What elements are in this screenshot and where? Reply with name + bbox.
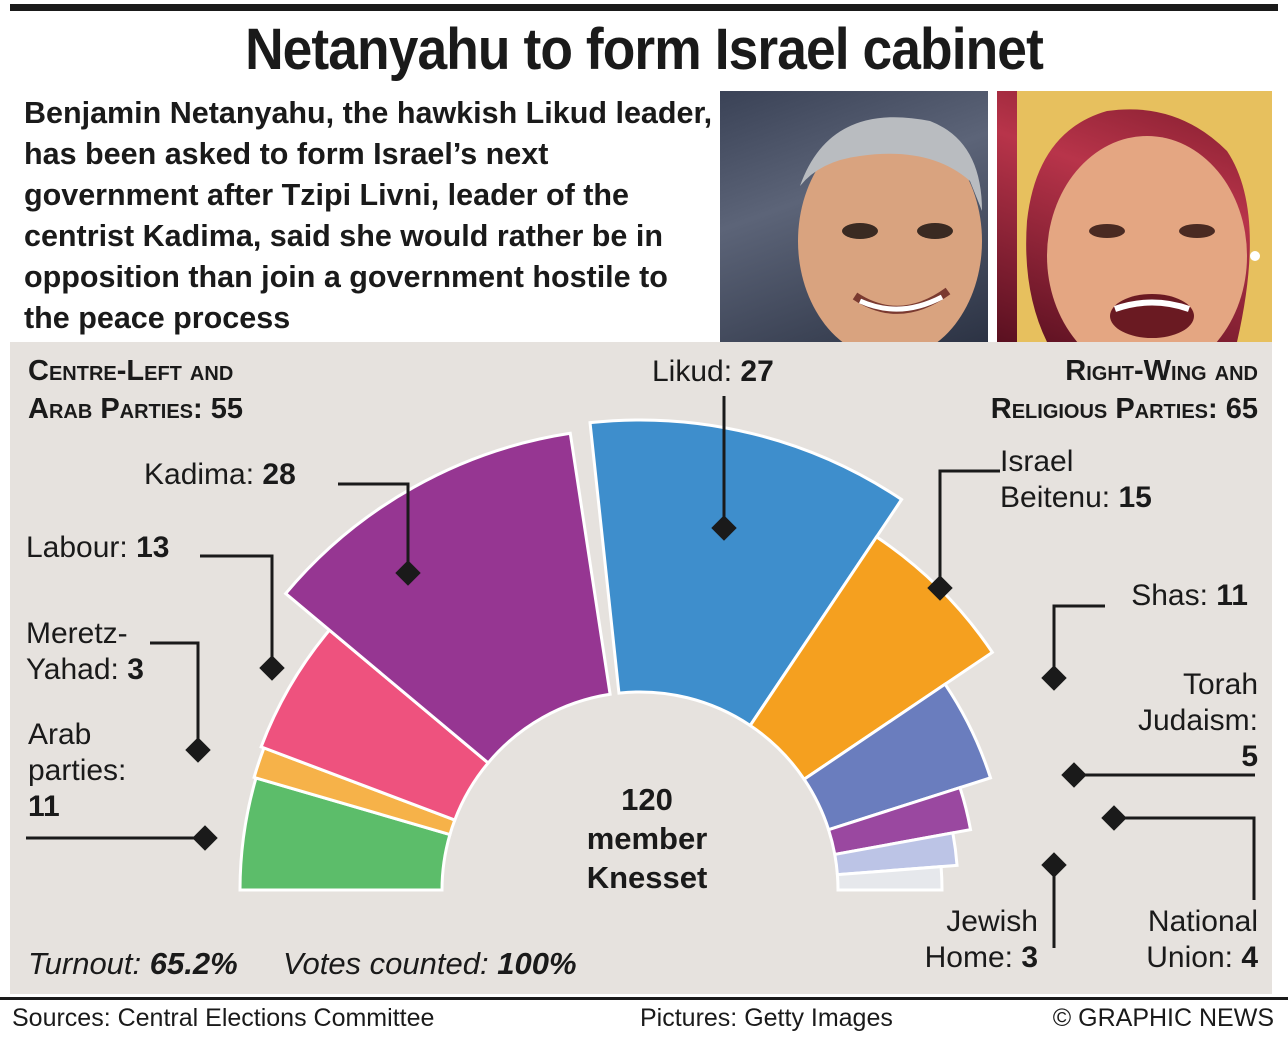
label-beitenu-line1: Israel [1000,445,1074,478]
label-labour-line1: Labour: [26,531,128,564]
votes-counted-label: Votes counted: [282,946,489,981]
seat-wedge-israel-beitenu [748,534,995,782]
diamond-marker-icon [192,825,218,851]
leader-line-shas [1052,604,1105,678]
label-meretz: Meretz- Yahad: 3 [26,616,144,688]
center-label-line1: 120 [621,782,673,817]
turnout-label: Turnout: [28,946,142,981]
seat-wedge-jewish-home [835,865,944,892]
left-bloc-label: Centre-Left and Arab Parties: 55 [28,352,243,428]
seat-wedge-shas [802,682,993,832]
right-bloc-label: Right-Wing and Religious Parties: 65 [991,352,1258,428]
label-beitenu-value: 15 [1118,481,1152,514]
label-arab-value: 11 [28,790,60,823]
diamond-marker-icon [927,575,953,601]
livni-portrait-icon [1017,91,1272,342]
center-label-line2: member [586,821,708,856]
diamond-marker-icon [1061,762,1087,788]
label-likud-line1: Likud: [652,355,733,388]
label-likud-value: 27 [740,355,774,388]
label-torah-line1: Torah [1182,668,1258,701]
right-bloc-line1: Right-Wing and [1065,355,1258,387]
label-likud: Likud: 27 [652,354,774,390]
diamond-marker-icon [1041,665,1067,691]
top-rule [10,4,1278,11]
label-meretz-value: 3 [127,653,144,686]
seat-wedge-kadima [283,431,612,766]
netanyahu-photo [720,91,988,342]
label-national-value: 4 [1241,941,1258,974]
diamond-marker-icon [259,655,285,681]
label-shas: Shas: 11 [1131,578,1248,614]
page-title: Netanyahu to form Israel cabinet [245,17,1044,82]
label-torah-line2: Judaism: [1137,704,1258,737]
netanyahu-portrait-icon [798,117,982,342]
label-shas-line1: Shas: [1131,579,1208,612]
label-arab-parties: Arab parties: 11 [28,717,126,825]
label-labour: Labour: 13 [26,530,169,566]
label-shas-value: 11 [1216,579,1248,612]
votes-counted-value: 100% [497,946,577,981]
label-kadima-value: 28 [262,458,296,491]
label-kadima-line1: Kadima: [144,458,255,491]
label-israel-beitenu: Israel Beitenu: 15 [1000,444,1152,516]
left-bloc-line1: Centre-Left and [28,355,234,387]
label-labour-value: 13 [136,531,170,564]
copyright-credit: © GRAPHIC NEWS [1052,1004,1274,1032]
diamond-marker-icon [1041,852,1067,878]
label-jewish-home: Jewish Home: 3 [900,904,1038,976]
label-torah-judaism: Torah Judaism: 5 [1138,667,1258,775]
label-national-line1: National [1147,905,1258,938]
center-label-line3: Knesset [586,860,708,895]
label-jewish-line2: Home: [924,941,1013,974]
label-torah-value: 5 [1241,740,1258,773]
leader-line-israel-beitenu [938,469,1000,588]
leader-line-kadima [338,482,410,573]
label-national-union: National Union: 4 [1146,904,1258,976]
label-kadima: Kadima: 28 [144,457,296,493]
seat-wedge-likud [588,418,904,728]
label-arab-line2: parties: [28,754,127,787]
right-bloc-line2: Religious Parties: 65 [990,393,1258,425]
label-beitenu-line2: Beitenu: [1000,481,1111,514]
left-bloc-line2: Arab Parties: 55 [28,393,243,425]
leader-line-meretz-yahad [150,641,200,750]
livni-photo [997,91,1272,342]
diamond-marker-icon [711,515,737,541]
intro-text: Benjamin Netanyahu, the hawkish Likud le… [24,96,713,335]
diamond-marker-icon [395,560,421,586]
pictures-credit: Pictures: Getty Images [640,1004,893,1032]
sources-credit: Sources: Central Elections Committee [12,1004,435,1032]
label-meretz-line1: Meretz- [26,617,128,650]
footer-rule [0,997,1288,1000]
leader-line-national-union [1114,816,1256,900]
vote-stats: Turnout: 65.2% Votes counted: 100% [28,944,577,984]
label-jewish-line1: Jewish [946,905,1038,938]
turnout-value: 65.2% [149,946,238,981]
leader-line-labour [200,554,274,668]
label-arab-line1: Arab [28,718,92,751]
diamond-marker-icon [1101,805,1127,831]
center-label: 120 member Knesset [552,780,742,897]
label-meretz-line2: Yahad: [26,653,119,686]
label-jewish-value: 3 [1021,941,1038,974]
diamond-marker-icon [185,737,211,763]
label-national-line2: Union: [1146,941,1233,974]
